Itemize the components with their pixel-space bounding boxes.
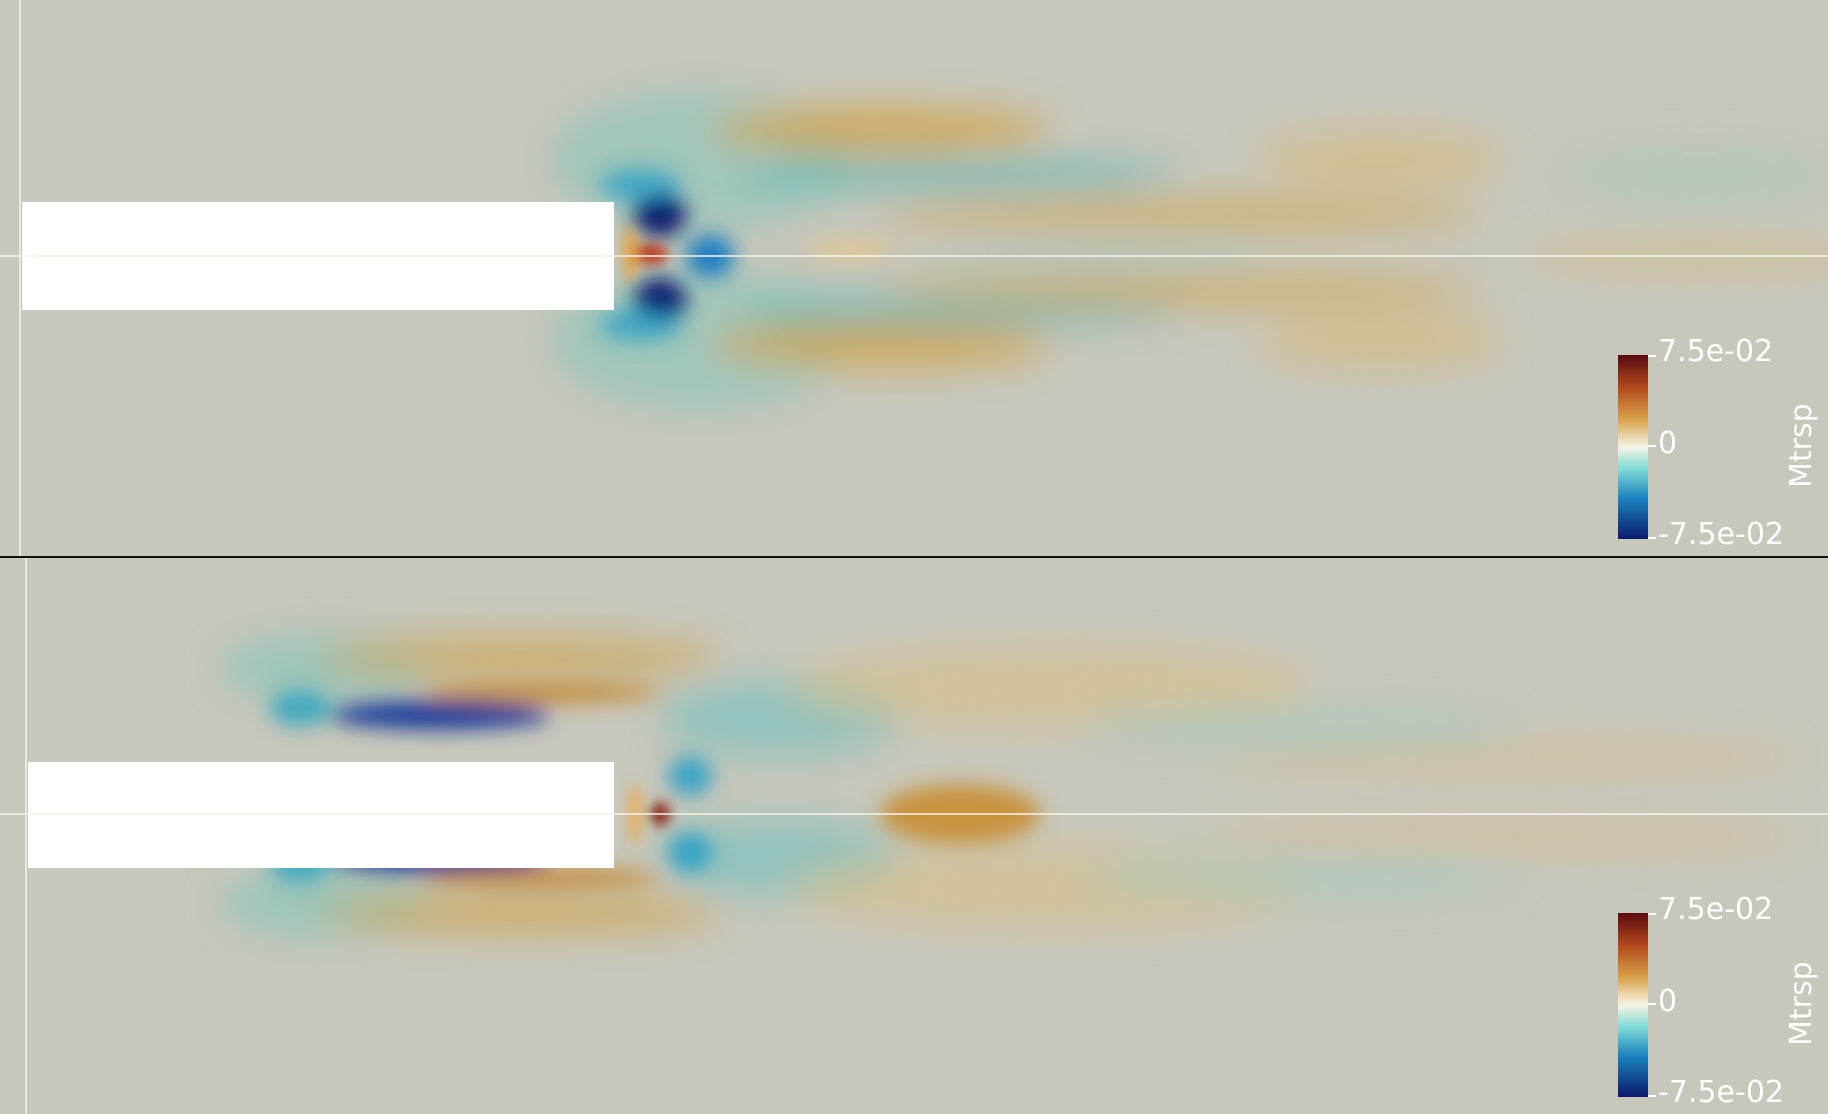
colorbar-title: Mtrsp — [1784, 403, 1819, 488]
bluff-body — [28, 762, 614, 868]
colorbar-gradient — [1618, 913, 1648, 1097]
render-view-top[interactable]: 7.5e-02 0 -7.5e-02 Mtrsp — [0, 0, 1828, 556]
colorbar-title: Mtrsp — [1784, 961, 1819, 1046]
colorbar-mid-label: 0 — [1658, 984, 1678, 1019]
colorbar-min-label: -7.5e-02 — [1658, 517, 1784, 552]
render-view-bottom[interactable]: 7.5e-02 0 -7.5e-02 Mtrsp — [0, 558, 1828, 1114]
colorbar-bottom: 7.5e-02 0 -7.5e-02 Mtrsp — [1528, 558, 1828, 1114]
viewport-divider[interactable] — [0, 556, 1828, 558]
colorbar-max-label: 7.5e-02 — [1658, 334, 1774, 369]
flow-field-bottom — [0, 558, 1828, 1114]
flow-field-top — [0, 0, 1828, 556]
colorbar-min-label: -7.5e-02 — [1658, 1075, 1784, 1110]
colorbar-mid-label: 0 — [1658, 426, 1678, 461]
colorbar-top: 7.5e-02 0 -7.5e-02 Mtrsp — [1528, 0, 1828, 556]
colorbar-gradient — [1618, 355, 1648, 539]
colorbar-max-label: 7.5e-02 — [1658, 892, 1774, 927]
